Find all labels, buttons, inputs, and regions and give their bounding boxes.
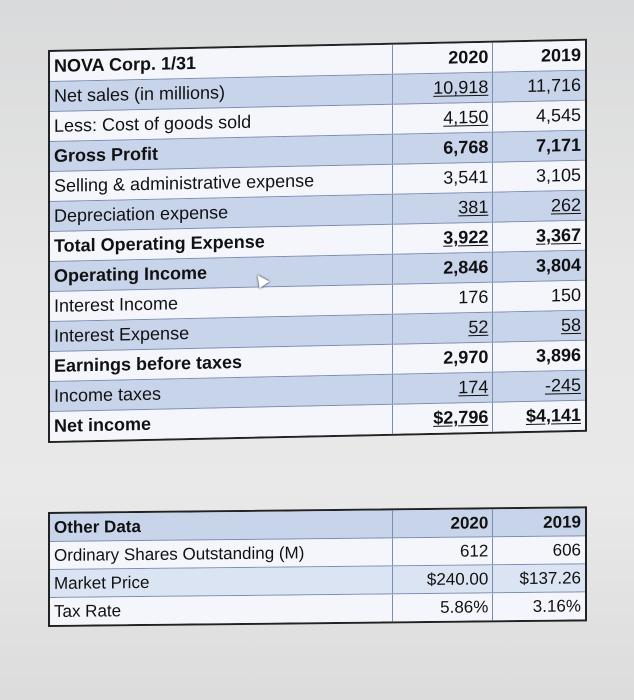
year-2020-header: 2020: [392, 42, 494, 74]
row-value-2020: 52: [392, 312, 494, 344]
income-statement-table: NOVA Corp. 1/31 2020 2019 Net sales (in …: [48, 38, 587, 443]
row-value-2019: 262: [550, 194, 581, 216]
other-data-table: Other Data 2020 2019 Ordinary Shares Out…: [48, 506, 587, 627]
row-value-2020: 612: [392, 537, 494, 566]
row-value-2020: $2,796: [392, 402, 494, 434]
row-label: Market Price: [50, 566, 393, 597]
row-value-2019: $4,141: [525, 404, 581, 426]
row-value-2019: 3.16%: [532, 596, 581, 616]
row-value-2020: 2,970: [392, 342, 494, 374]
row-value-2019: 3,367: [535, 224, 581, 246]
row-value-2020: 174: [392, 372, 494, 404]
row-value-2020: 5.86%: [392, 593, 494, 622]
row-value-2019: 3,896: [535, 344, 581, 366]
row-value-2019: 3,804: [535, 254, 581, 276]
row-label: Net income: [50, 404, 393, 441]
row-value-2020: 3,922: [392, 222, 494, 254]
row-value-2020: 176: [392, 282, 494, 314]
row-value-2019: 11,716: [527, 74, 581, 96]
row-value-2019: -245: [544, 374, 581, 396]
row-value-2020: 3,541: [392, 162, 494, 194]
table-row: Tax Rate 5.86% 3.16%: [50, 592, 585, 625]
row-value-2020: $240.00: [392, 565, 494, 594]
row-value-2020: 4,150: [392, 102, 494, 134]
year-2019-header: 2019: [540, 44, 581, 66]
other-data-title: Other Data: [50, 510, 393, 541]
row-value-2019: $137.26: [519, 568, 581, 589]
row-value-2019: 3,105: [535, 164, 581, 186]
row-label: Ordinary Shares Outstanding (M): [50, 538, 393, 569]
row-value-2020: 6,768: [392, 132, 494, 164]
row-value-2020: 381: [392, 192, 494, 224]
row-value-2019: 150: [550, 284, 581, 306]
year-2019-header: 2019: [543, 512, 581, 532]
row-value-2020: 10,918: [392, 72, 494, 104]
row-label: Tax Rate: [50, 594, 393, 625]
row-value-2019: 58: [560, 314, 581, 336]
row-value-2020: 2,846: [392, 252, 494, 284]
year-2020-header: 2020: [392, 509, 494, 538]
row-value-2019: 606: [552, 540, 581, 560]
row-value-2019: 7,171: [535, 134, 581, 156]
row-value-2019: 4,545: [535, 104, 581, 126]
